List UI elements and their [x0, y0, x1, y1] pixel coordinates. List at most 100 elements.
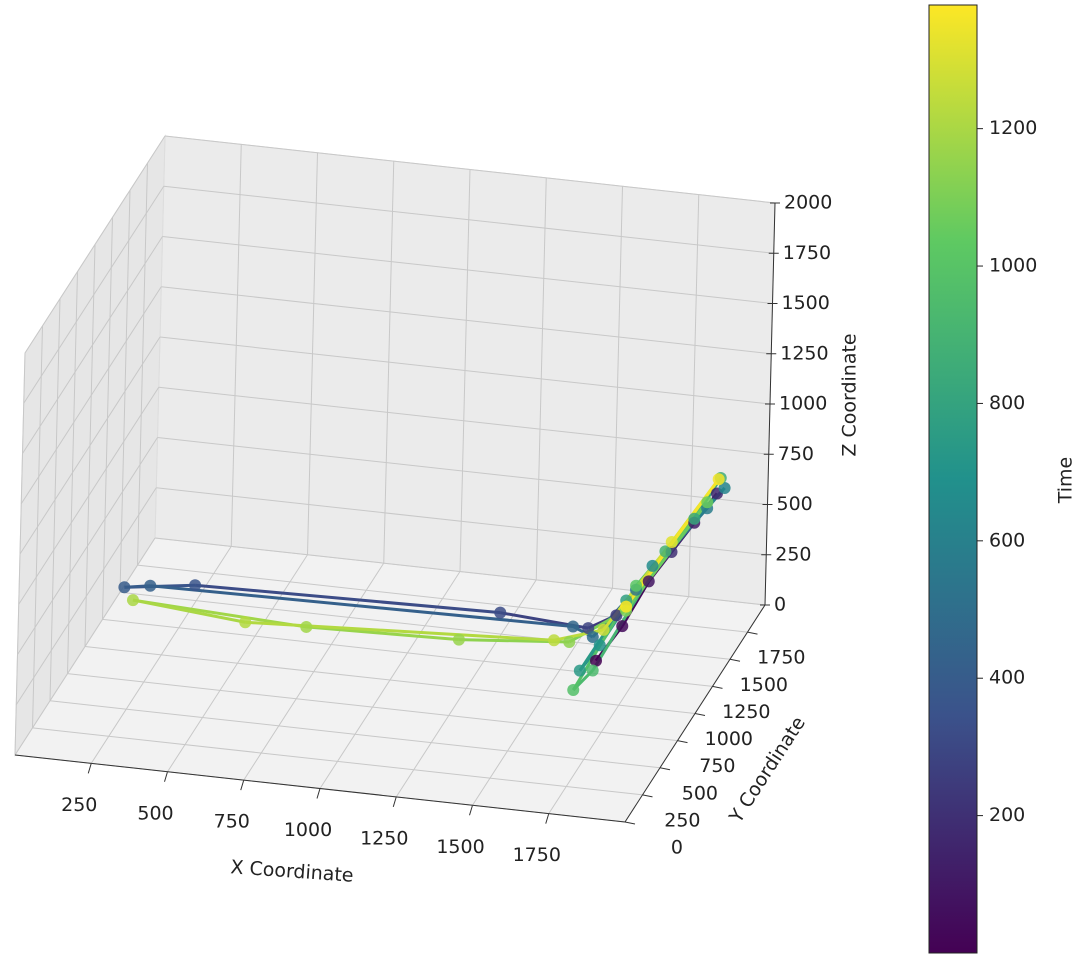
colorbar-tick-label: 800 [989, 392, 1025, 414]
point [189, 579, 202, 592]
y-tick [624, 821, 636, 825]
colorbar-tick-label: 600 [989, 529, 1025, 551]
x-tick [469, 805, 473, 816]
grid-line [84, 646, 696, 714]
y-tick-label: 500 [682, 782, 718, 804]
point [616, 620, 629, 633]
point [688, 512, 701, 525]
point [597, 623, 610, 636]
grid-line [156, 487, 767, 556]
grid-line [137, 564, 748, 633]
x-tick [545, 813, 550, 824]
point [620, 600, 633, 613]
z-tick-label: 1000 [779, 393, 827, 415]
grid-line [14, 537, 156, 756]
grid-line [154, 537, 766, 606]
z-tick-label: 1250 [780, 342, 828, 364]
point [548, 634, 560, 647]
point [590, 654, 602, 667]
point [586, 631, 599, 644]
point [563, 635, 576, 648]
axis-line [624, 604, 766, 823]
y-tick [694, 713, 706, 716]
x-tick-label: 1250 [360, 827, 408, 849]
point [567, 620, 579, 633]
grid-line [17, 437, 158, 655]
grid-line [18, 386, 160, 605]
colorbar-tick-label: 1000 [989, 255, 1037, 277]
y-tick-label: 1750 [757, 647, 805, 669]
z-tick-label: 250 [775, 543, 811, 565]
x-tick-label: 1000 [284, 819, 332, 841]
x-axis-label: X Coordinate [230, 856, 354, 887]
x-tick [316, 788, 321, 799]
point [610, 609, 623, 622]
x-tick-label: 500 [137, 802, 173, 824]
point [452, 633, 465, 646]
grid-line [158, 386, 769, 455]
point [239, 616, 252, 629]
trajectory-segment [620, 580, 651, 627]
z-tick-label: 1750 [783, 242, 831, 264]
point [593, 639, 606, 652]
grid-line [49, 700, 661, 769]
y-tick-label: 1250 [722, 701, 770, 723]
grid-line [67, 673, 678, 742]
point [646, 559, 659, 572]
grid-line [157, 437, 768, 505]
point [586, 664, 599, 677]
point [665, 536, 678, 548]
grid-line [161, 286, 772, 355]
trajectory-segment [306, 625, 460, 642]
x-tick-label: 750 [214, 811, 250, 833]
axis-line [14, 754, 626, 823]
grid-line [162, 236, 773, 304]
x-tick [164, 771, 168, 782]
y-tick [642, 794, 653, 798]
grid-line [163, 185, 774, 254]
point [659, 545, 672, 558]
y-tick [677, 740, 688, 744]
colorbar-tick-label: 1200 [989, 117, 1037, 139]
y-tick-label: 1000 [705, 728, 753, 750]
grid-line [22, 236, 163, 454]
x-tick [240, 779, 245, 791]
trajectory-segment [245, 620, 555, 642]
grid-line [102, 618, 713, 687]
point [701, 496, 714, 509]
x-tick-label: 250 [61, 794, 97, 816]
grid-line [20, 286, 162, 505]
y-tick-label: 750 [699, 755, 735, 777]
y-tick [747, 631, 758, 635]
point [630, 579, 643, 592]
x-tick-label: 1750 [513, 844, 561, 866]
y-tick [659, 767, 671, 771]
colorbar-tick-label: 200 [989, 804, 1025, 826]
z-tick-label: 750 [778, 443, 814, 465]
y-tick-label: 0 [671, 837, 683, 859]
point [567, 684, 580, 697]
point [582, 622, 595, 635]
z-tick-label: 2000 [784, 192, 832, 214]
grid-line [159, 336, 771, 405]
point [118, 581, 131, 594]
z-tick-label: 500 [777, 493, 813, 515]
point [718, 481, 731, 494]
y-tick-label: 250 [664, 809, 700, 831]
colorbar-label: Time [1055, 457, 1077, 505]
point [494, 606, 507, 619]
point [573, 664, 586, 677]
colorbar [928, 4, 978, 954]
z-tick-label: 1500 [782, 292, 830, 314]
colorbar-tick-label: 400 [989, 667, 1025, 689]
grid-line [119, 591, 731, 660]
point [712, 473, 725, 486]
point [642, 575, 655, 588]
y-tick [712, 685, 723, 689]
trajectory-segment [194, 583, 501, 615]
grid-line [164, 135, 776, 204]
trajectory-segment [132, 598, 246, 624]
x-tick [392, 796, 397, 808]
